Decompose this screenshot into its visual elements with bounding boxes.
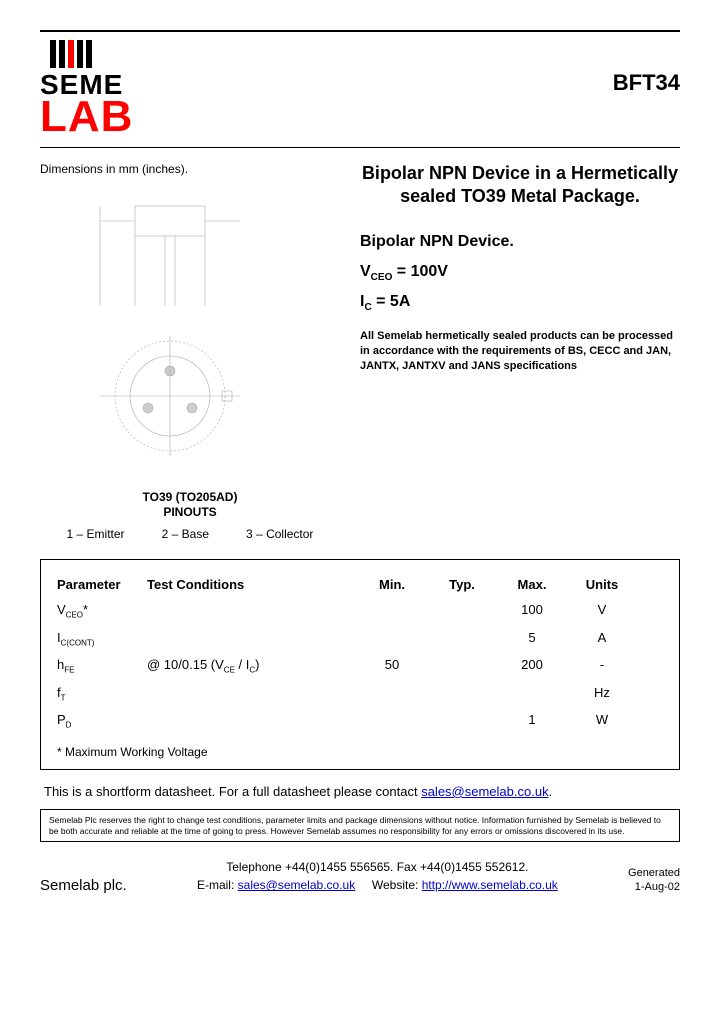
pin-1: 1 – Emitter — [67, 527, 125, 541]
table-row: IC(CONT)5A — [57, 625, 663, 653]
parameter-table: Parameter Test Conditions Min. Typ. Max.… — [40, 559, 680, 770]
sales-email-link[interactable]: sales@semelab.co.uk — [421, 784, 548, 799]
pin-3: 3 – Collector — [246, 527, 313, 541]
headline: Bipolar NPN Device in a Hermetically sea… — [360, 162, 680, 209]
part-number: BFT34 — [613, 70, 680, 96]
footer-email-link[interactable]: sales@semelab.co.uk — [238, 878, 356, 892]
footer-company: Semelab plc. — [40, 877, 127, 894]
logo-text-bottom: LAB — [40, 97, 190, 137]
pinout-legend: 1 – Emitter 2 – Base 3 – Collector — [40, 527, 340, 541]
dimensions-label: Dimensions in mm (inches). — [40, 162, 340, 176]
legal-disclaimer: Semelab Plc reserves the right to change… — [40, 809, 680, 842]
pin-2: 2 – Base — [162, 527, 209, 541]
table-row: fTHz — [57, 680, 663, 708]
shortform-notice: This is a shortform datasheet. For a ful… — [40, 784, 680, 799]
compliance-note: All Semelab hermetically sealed products… — [360, 329, 680, 374]
logo-bars-icon — [40, 40, 190, 68]
logo: SEME LAB — [40, 40, 190, 137]
package-drawing — [40, 186, 300, 486]
header: SEME LAB BFT34 — [40, 40, 680, 137]
top-rule — [40, 30, 680, 32]
table-row: VCEO*100V — [57, 597, 663, 625]
package-column: Dimensions in mm (inches). — [40, 162, 340, 541]
table-row: hFE@ 10/0.15 (VCE / IC)50200- — [57, 652, 663, 680]
pinout-title: TO39 (TO205AD) PINOUTS — [40, 490, 340, 521]
table-header: Parameter Test Conditions Min. Typ. Max.… — [57, 572, 663, 597]
footer-contact: Telephone +44(0)1455 556565. Fax +44(0)1… — [127, 858, 628, 894]
spec-ic: IC = 5A — [360, 293, 680, 313]
description-column: Bipolar NPN Device in a Hermetically sea… — [360, 162, 680, 541]
header-rule — [40, 147, 680, 148]
spec-vceo: VCEO = 100V — [360, 263, 680, 283]
subhead: Bipolar NPN Device. — [360, 233, 680, 251]
footer: Semelab plc. Telephone +44(0)1455 556565… — [40, 858, 680, 894]
table-footnote: * Maximum Working Voltage — [57, 745, 663, 759]
footer-website-link[interactable]: http://www.semelab.co.uk — [422, 878, 558, 892]
main-content: Dimensions in mm (inches). — [40, 162, 680, 541]
table-row: PD1W — [57, 707, 663, 735]
footer-generated: Generated 1-Aug-02 — [628, 866, 680, 895]
